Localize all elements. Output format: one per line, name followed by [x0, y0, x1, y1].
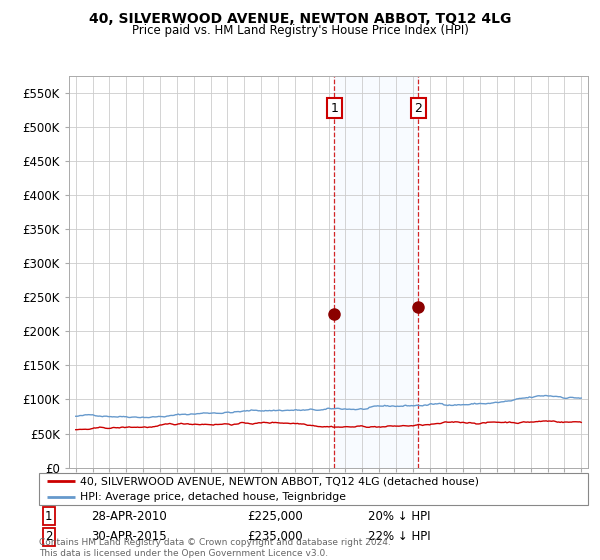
FancyBboxPatch shape: [39, 473, 588, 505]
Text: 30-APR-2015: 30-APR-2015: [91, 530, 167, 543]
Text: 1: 1: [45, 510, 53, 522]
Text: £235,000: £235,000: [248, 530, 303, 543]
Bar: [334, 76, 418, 468]
Text: 40, SILVERWOOD AVENUE, NEWTON ABBOT, TQ12 4LG: 40, SILVERWOOD AVENUE, NEWTON ABBOT, TQ1…: [89, 12, 511, 26]
Text: 2: 2: [45, 530, 53, 543]
Text: 28-APR-2010: 28-APR-2010: [91, 510, 167, 522]
Text: 22% ↓ HPI: 22% ↓ HPI: [368, 530, 431, 543]
Text: 1: 1: [330, 102, 338, 115]
Text: 2: 2: [415, 102, 422, 115]
Text: 20% ↓ HPI: 20% ↓ HPI: [368, 510, 431, 522]
Text: 40, SILVERWOOD AVENUE, NEWTON ABBOT, TQ12 4LG (detached house): 40, SILVERWOOD AVENUE, NEWTON ABBOT, TQ1…: [80, 477, 479, 487]
Text: HPI: Average price, detached house, Teignbridge: HPI: Average price, detached house, Teig…: [80, 492, 346, 502]
Text: £225,000: £225,000: [248, 510, 304, 522]
Text: Contains HM Land Registry data © Crown copyright and database right 2024.
This d: Contains HM Land Registry data © Crown c…: [39, 538, 391, 558]
Text: Price paid vs. HM Land Registry's House Price Index (HPI): Price paid vs. HM Land Registry's House …: [131, 24, 469, 36]
